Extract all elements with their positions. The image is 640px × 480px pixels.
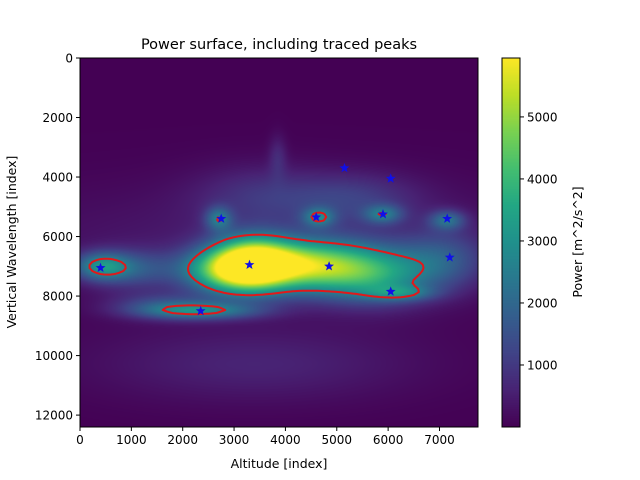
y-axis: 0 2000 4000 6000 8000 10000 12000 — [35, 52, 80, 423]
x-tick-label: 0 — [76, 433, 84, 447]
x-tick-label: 6000 — [373, 433, 404, 447]
peak-marker — [216, 213, 227, 223]
y-tick-label: 10000 — [35, 349, 73, 363]
x-tick-label: 7000 — [424, 433, 455, 447]
peak-marker — [385, 286, 396, 296]
colorbar-tick-label: 2000 — [527, 296, 558, 310]
y-tick-label: 12000 — [35, 409, 73, 423]
x-axis-label: Altitude [index] — [231, 456, 328, 471]
colorbar: 1000 2000 3000 4000 5000 Power [m^2/s^2] — [501, 57, 585, 428]
y-tick-label: 0 — [65, 52, 73, 66]
contour-path — [88, 211, 425, 316]
y-tick-label: 8000 — [42, 290, 73, 304]
peak-markers — [95, 162, 455, 316]
x-tick-label: 3000 — [219, 433, 250, 447]
power-heatmap — [80, 58, 478, 427]
y-tick-label: 6000 — [42, 230, 73, 244]
peak-marker — [195, 305, 206, 316]
x-tick-label: 2000 — [167, 433, 198, 447]
x-tick-label: 1000 — [116, 433, 147, 447]
colorbar-ticks: 1000 2000 3000 4000 5000 — [520, 110, 558, 372]
colorbar-tick-label: 3000 — [527, 234, 558, 248]
plot-frame — [79, 57, 479, 428]
contour-lines — [88, 211, 425, 316]
x-tick-label: 5000 — [322, 433, 353, 447]
peak-marker — [442, 213, 453, 223]
peak-marker — [324, 261, 334, 271]
y-axis-label: Vertical Wavelength [index] — [4, 156, 19, 329]
peak-marker — [339, 162, 350, 173]
colorbar-tick-label: 4000 — [527, 172, 558, 186]
chart-title: Power surface, including traced peaks — [141, 37, 417, 53]
peak-marker — [378, 209, 388, 219]
plot-area — [79, 57, 479, 428]
y-tick-label: 2000 — [42, 111, 73, 125]
colorbar-label: Power [m^2/s^2] — [570, 186, 585, 297]
peak-marker — [385, 173, 396, 183]
y-tick-label: 4000 — [42, 171, 73, 185]
colorbar-tick-label: 5000 — [527, 110, 558, 124]
x-axis: 0 1000 2000 3000 4000 5000 6000 7000 — [76, 427, 455, 447]
colorbar-frame — [501, 57, 521, 428]
peak-marker — [244, 259, 255, 269]
peak-marker — [95, 262, 106, 272]
x-tick-label: 4000 — [270, 433, 301, 447]
colorbar-gradient — [502, 58, 520, 427]
peak-marker — [311, 212, 322, 222]
peak-marker — [444, 252, 455, 262]
colorbar-tick-label: 1000 — [527, 358, 558, 372]
